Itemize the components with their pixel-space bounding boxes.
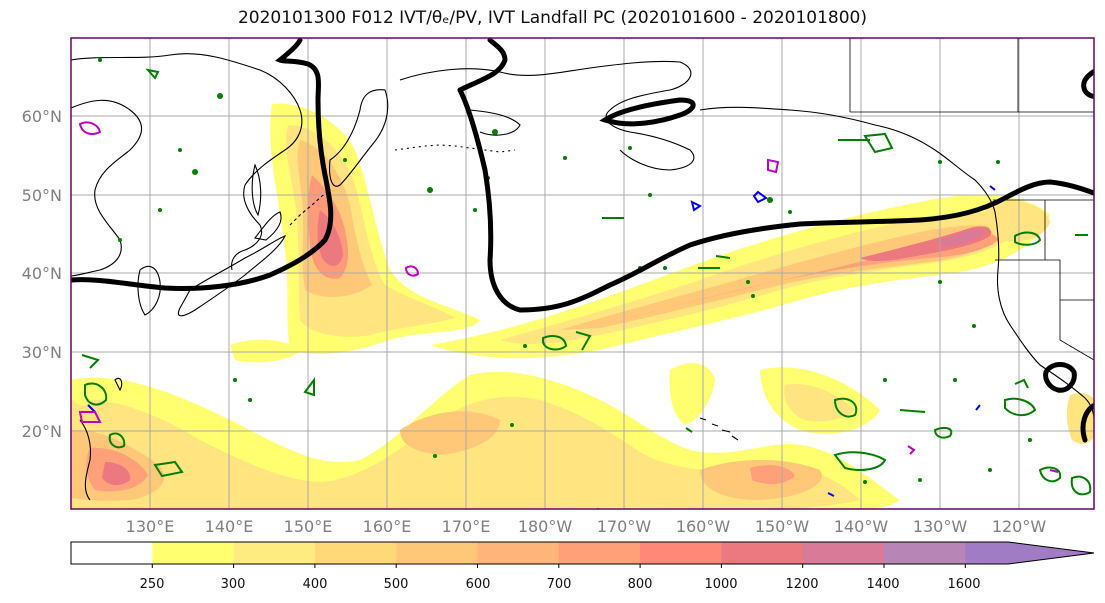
pv-contours-blue: [87, 185, 996, 497]
lon-label: 160°E: [363, 517, 412, 536]
map-frame: [70, 37, 1095, 510]
lat-label: 50°N: [22, 186, 62, 205]
colorbar-tick-label: 300: [221, 577, 246, 592]
colorbar-outline: [70, 541, 1095, 565]
lon-label: 180°W: [518, 517, 573, 536]
colorbar-tick-label: 1600: [947, 577, 980, 592]
map-title: 2020101300 F012 IVT/θₑ/PV, IVT Landfall …: [237, 8, 868, 28]
colorbar-tick-label: 1400: [866, 577, 899, 592]
lat-label: 20°N: [22, 422, 62, 441]
lat-label: 40°N: [22, 264, 62, 283]
colorbar-segment: [396, 542, 478, 564]
colorbar: [70, 541, 1095, 568]
colorbar-segment: [477, 542, 560, 564]
lon-label: 140°E: [205, 517, 254, 536]
colorbar-segment: [802, 542, 885, 564]
pv-contours-green: [81, 68, 1092, 496]
colorbar-segment: [965, 542, 1094, 564]
theta-e-contours: [71, 38, 1094, 443]
colorbar-tick-label: 800: [628, 577, 653, 592]
latitude-labels: 60°N 50°N 40°N 30°N 20°N: [22, 107, 62, 441]
colorbar-tick-label: 250: [140, 577, 165, 592]
lon-label: 170°E: [442, 517, 491, 536]
lon-label: 130°E: [126, 517, 175, 536]
colorbar-tick-label: 600: [466, 577, 491, 592]
colorbar-tick-label: 500: [384, 577, 409, 592]
lon-label: 140°W: [834, 517, 889, 536]
lon-label: 130°W: [913, 517, 968, 536]
lon-label: 170°W: [597, 517, 652, 536]
pv-contours-magenta: [78, 121, 1059, 473]
lon-label: 160°W: [676, 517, 731, 536]
colorbar-segment: [884, 542, 966, 564]
colorbar-segment: [721, 542, 804, 564]
colorbar-tick-label: 400: [303, 577, 328, 592]
colorbar-segment: [233, 542, 316, 564]
colorbar-segment: [640, 542, 722, 564]
colorbar-tick-labels: 250 300 400 500 600 700 800 1000 1200 14…: [140, 577, 981, 592]
colorbar-segment: [314, 542, 397, 564]
lon-label: 150°E: [284, 517, 333, 536]
colorbar-segment: [558, 542, 641, 564]
lon-label: 150°W: [755, 517, 810, 536]
colorbar-tick-label: 700: [547, 577, 572, 592]
colorbar-tick-label: 1000: [704, 577, 737, 592]
graticule: [71, 38, 1094, 509]
longitude-labels: 130°E 140°E 150°E 160°E 170°E 180°W 170°…: [126, 517, 1047, 536]
lat-label: 60°N: [22, 107, 62, 126]
colorbar-tick-label: 1200: [785, 577, 818, 592]
colorbar-segment: [152, 542, 235, 564]
colorbar-segment: [71, 542, 153, 564]
lat-label: 30°N: [22, 343, 62, 362]
lon-label: 120°W: [992, 517, 1047, 536]
